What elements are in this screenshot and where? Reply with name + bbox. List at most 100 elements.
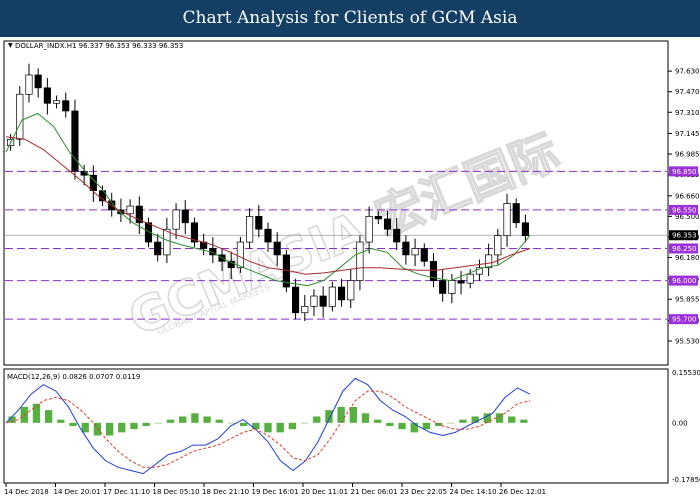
macd-histogram-bar: [447, 422, 455, 424]
candle-body: [337, 286, 346, 301]
candle-body: [521, 222, 529, 236]
price-axis-label: 96.180: [675, 254, 700, 262]
macd-layer: MACD(12,26,9) 0.0826 0.0707 0.0119: [5, 373, 531, 475]
candle-body: [402, 241, 410, 256]
symbol-info: DOLLAR_INDX.H1 96.337 96.353 96.333 96.3…: [15, 42, 183, 50]
level-tag: [669, 204, 698, 215]
candle-body: [365, 215, 373, 243]
macd-histogram-bar: [130, 422, 138, 430]
level-tag: [669, 314, 698, 325]
chart-area[interactable]: GCMASIA 宏汇国际 GLOBAL CAPITAL MARKETS ▼ DO…: [0, 37, 700, 500]
macd-histogram-bar: [203, 416, 211, 423]
macd-histogram-bar: [264, 422, 272, 433]
level-label: 96.850: [672, 168, 697, 176]
macd-histogram-bar: [8, 416, 16, 423]
macd-histogram-bar: [93, 422, 102, 436]
candle-body: [411, 248, 419, 256]
level-label: 96.550: [672, 206, 697, 214]
candle-body: [154, 241, 162, 256]
price-axis-label: 96.660: [675, 192, 700, 200]
macd-histogram-bar: [300, 422, 309, 424]
price-axis-label: 97.630: [675, 68, 700, 76]
candle-body: [273, 241, 281, 256]
time-axis-label: 20 Dec 11:01: [301, 488, 348, 496]
macd-histogram-bar: [191, 413, 199, 423]
candle-body: [420, 248, 428, 262]
candle-body: [190, 222, 199, 243]
time-axis-label: 14 Dec 2018: [4, 488, 49, 496]
macd-histogram-bar: [179, 416, 187, 423]
candle-body: [439, 280, 447, 294]
candle-body: [347, 280, 355, 301]
macd-histogram-bar: [166, 419, 175, 423]
candle-body: [98, 190, 107, 202]
time-axis-label: 23 Dec 22:05: [400, 488, 447, 496]
candle-body: [429, 260, 438, 281]
level-label: 96.250: [672, 245, 697, 253]
candle-body: [144, 222, 153, 243]
macd-histogram-bar: [252, 422, 260, 430]
current-price-label: 96.353: [672, 232, 697, 240]
macd-histogram-bar: [81, 422, 89, 433]
macd-histogram-bar: [239, 422, 248, 426]
macd-histogram-bar: [32, 403, 41, 423]
candle-body: [163, 228, 171, 256]
candle-body: [62, 100, 70, 112]
candle-body: [172, 209, 180, 230]
banner-title: Chart Analysis for Clients of GCM Asia: [0, 0, 700, 37]
ma-slow-line: [5, 136, 531, 275]
candle-body: [52, 100, 61, 104]
time-axis-label: 21 Dec 06:01: [351, 488, 398, 496]
candle-body: [383, 218, 392, 230]
macd-chart-frame: [3, 368, 669, 484]
candle-body: [494, 235, 502, 256]
candle-body: [71, 110, 79, 172]
macd-label: MACD(12,26,9) 0.0826 0.0707 0.0119: [7, 373, 140, 381]
candle-body: [310, 295, 318, 307]
candle-body: [255, 215, 263, 230]
candle-body: [393, 228, 401, 243]
macd-histogram-bar: [105, 422, 114, 436]
time-axis-label: 24 Dec 14:10: [450, 488, 497, 496]
candle-body: [43, 87, 51, 104]
macd-histogram-bar: [337, 406, 345, 423]
price-axis-label: 95.855: [675, 296, 700, 304]
level-tag: [669, 166, 698, 177]
macd-histogram-bar: [57, 419, 65, 423]
candle-body: [16, 93, 24, 140]
candle-body: [475, 267, 484, 275]
macd-histogram-bar: [44, 410, 53, 423]
macd-histogram-bar: [215, 419, 223, 423]
price-axis-label: 97.470: [675, 88, 700, 96]
candle-body: [457, 280, 465, 284]
candle-body: [236, 241, 244, 269]
price-axis-label: 97.310: [675, 109, 700, 117]
time-axis-label: 19 Dec 16:01: [252, 488, 299, 496]
candle-body: [227, 260, 235, 269]
price-axis-label: 96.985: [675, 151, 700, 159]
macd-histogram-bar: [471, 416, 479, 423]
macd-histogram-bar: [520, 419, 528, 423]
symbol-dropdown-icon[interactable]: ▼: [8, 42, 13, 49]
macd-line: [5, 377, 531, 475]
level-tag: [669, 243, 698, 254]
macd-histogram-bar: [410, 422, 418, 433]
macd-histogram-bar: [227, 422, 236, 424]
candle-body: [264, 228, 272, 243]
macd-axis-label: 0.00: [672, 419, 688, 427]
macd-axis-label: -0.17850: [672, 476, 700, 484]
price-layer: [5, 63, 667, 321]
candle-body: [25, 74, 33, 95]
macd-histogram-bar: [276, 422, 284, 433]
candle-body: [374, 215, 382, 220]
price-axis-label: 97.145: [675, 130, 700, 138]
macd-histogram-bar: [313, 416, 321, 423]
price-axis-label: 95.530: [675, 338, 700, 346]
candle-body: [292, 286, 300, 314]
candle-body: [246, 215, 254, 243]
level-label: 95.700: [672, 316, 697, 324]
time-axis-label: 17 Dec 11:10: [103, 488, 150, 496]
macd-histogram-bar: [69, 422, 77, 426]
ma-fast-line: [5, 112, 531, 287]
macd-histogram-bar: [361, 413, 370, 423]
